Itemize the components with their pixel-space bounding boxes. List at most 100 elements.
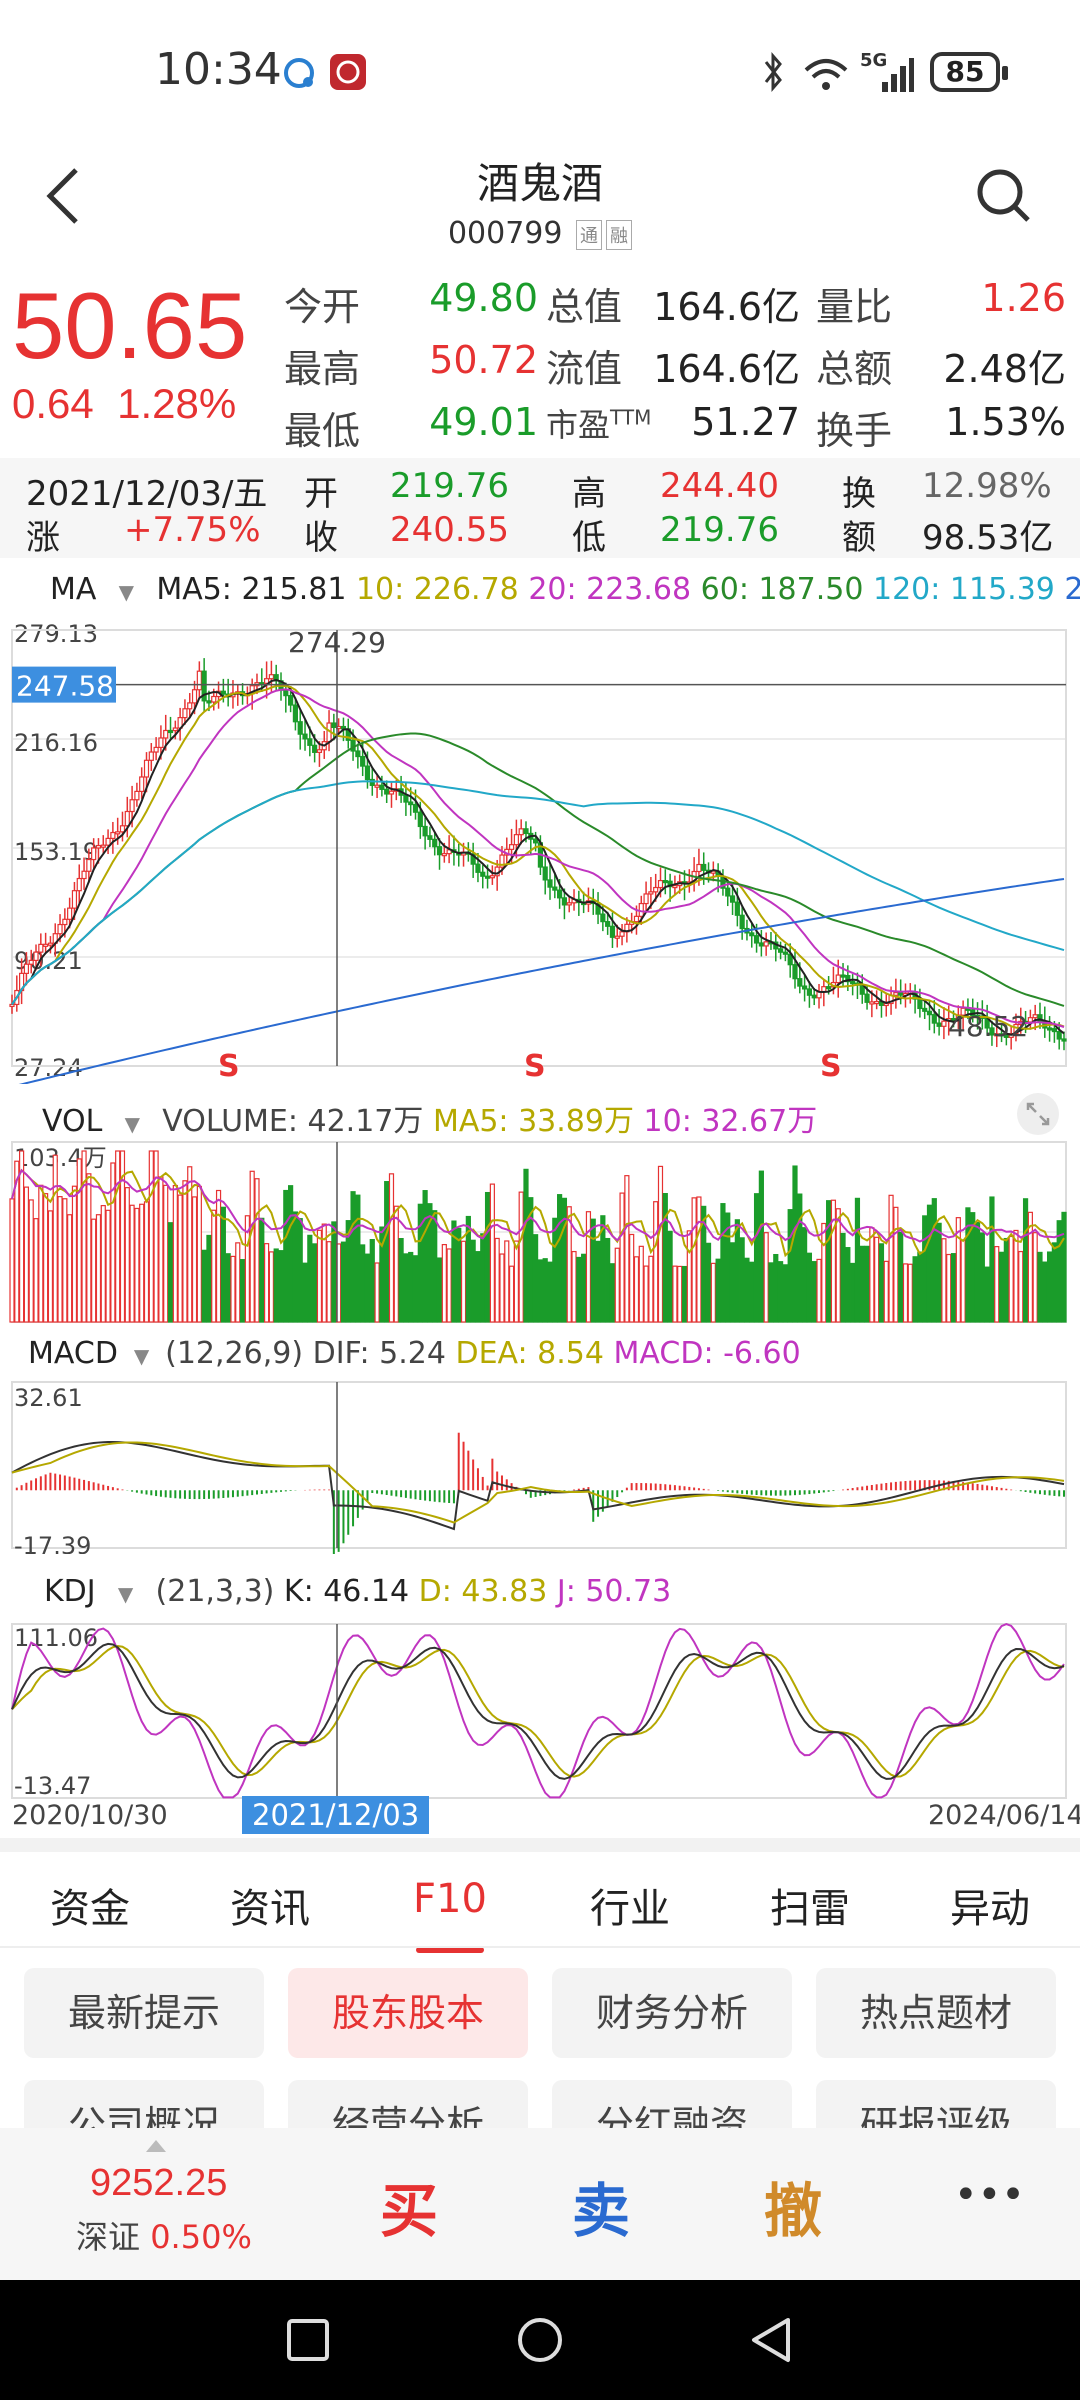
volume-bar xyxy=(81,1150,87,1323)
candle-body xyxy=(739,914,745,930)
candle-body xyxy=(67,907,73,920)
tab-f10[interactable]: F10 xyxy=(413,1876,487,1922)
f10-business-button[interactable]: 经营分析 xyxy=(288,2080,528,2128)
search-icon[interactable] xyxy=(974,166,1034,226)
f10-topics-button[interactable]: 热点题材 xyxy=(816,1968,1056,2058)
volume-bar xyxy=(734,1219,740,1323)
candle-body xyxy=(158,737,164,749)
candle-body xyxy=(542,866,548,881)
price-change-pct: 1.28% xyxy=(117,380,237,427)
candle-body xyxy=(163,729,169,739)
volume-bar xyxy=(153,1150,159,1323)
volume-bar xyxy=(994,1246,1000,1323)
candle-body xyxy=(364,765,371,781)
volume-bar xyxy=(715,1258,721,1323)
volume-bar xyxy=(182,1180,188,1323)
ma-panel-name: MA xyxy=(50,572,97,607)
candle-body xyxy=(869,1001,875,1005)
f10-shareholder-button[interactable]: 股东股本 xyxy=(288,1968,528,2058)
volume-bar xyxy=(57,1196,63,1323)
volume-bar xyxy=(446,1248,452,1323)
volume-bar xyxy=(936,1222,942,1323)
tab-hangye[interactable]: 行业 xyxy=(590,1886,670,1932)
volume-bar xyxy=(283,1189,289,1323)
volume-bar xyxy=(239,1259,246,1323)
buy-button[interactable]: 买 xyxy=(380,2177,439,2245)
stock-code: 000799 xyxy=(447,216,563,251)
candle-body xyxy=(893,992,899,996)
back-chevron-icon[interactable] xyxy=(36,160,96,230)
kdj-legend[interactable]: KDJ ▼ (21,3,3) K: 46.14 D: 43.83 J: 50.7… xyxy=(44,1574,672,1609)
history-strip: 2021/12/03/五 涨 +7.75% 开 219.76 收 240.55 … xyxy=(0,458,1080,558)
caret-up-icon[interactable] xyxy=(146,2138,166,2152)
f10-research-button[interactable]: 研报评级 xyxy=(816,2080,1056,2128)
home-icon[interactable] xyxy=(516,2316,564,2364)
volume-bar xyxy=(744,1257,750,1323)
candle-body xyxy=(989,1027,995,1036)
volume-bar xyxy=(384,1181,390,1323)
candle-body xyxy=(355,750,361,758)
volume-bar xyxy=(95,1214,102,1323)
volume-bar xyxy=(374,1262,380,1323)
sell-button[interactable]: 卖 xyxy=(572,2177,631,2245)
candle-body xyxy=(91,847,97,861)
candle-body xyxy=(821,986,827,993)
chart-frame xyxy=(11,1381,1067,1549)
volume-bar xyxy=(388,1173,395,1323)
candle-body xyxy=(28,959,34,965)
f10-company-button[interactable]: 公司概况 xyxy=(24,2080,264,2128)
candle-body xyxy=(614,935,620,939)
volume-bar xyxy=(432,1210,438,1323)
index-value[interactable]: 9252.25 xyxy=(90,2162,228,2204)
f10-dividend-button[interactable]: 分红融资 xyxy=(552,2080,792,2128)
recent-apps-icon[interactable] xyxy=(286,2318,330,2362)
tab-yidong[interactable]: 异动 xyxy=(950,1886,1030,1932)
volume-bar xyxy=(201,1249,207,1323)
macd-legend[interactable]: MACD ▼ (12,26,9) DIF: 5.24 DEA: 8.54 MAC… xyxy=(28,1336,801,1371)
volume-bar xyxy=(677,1265,683,1323)
volume-bar xyxy=(806,1252,813,1323)
cancel-order-button[interactable]: 撤 xyxy=(764,2177,823,2245)
quote-value: 2.48亿 xyxy=(943,347,1066,391)
volume-bar xyxy=(225,1253,231,1323)
volume-bar xyxy=(9,1198,15,1323)
dea-line xyxy=(11,1441,1065,1524)
volume-bar xyxy=(581,1253,587,1323)
candle-body xyxy=(302,733,308,740)
price-chart[interactable]: 279.13216.16153.1990.2127.24247.58274.29… xyxy=(0,616,1080,1084)
volume-bar xyxy=(379,1226,385,1323)
f10-finance-button[interactable]: 财务分析 xyxy=(552,1968,792,2058)
tab-saolei[interactable]: 扫雷 xyxy=(770,1886,850,1932)
volume-bar xyxy=(235,1242,241,1323)
vol-legend[interactable]: VOL ▼ VOLUME: 42.17万 MA5: 33.89万 10: 32.… xyxy=(42,1104,818,1139)
volume-bar xyxy=(883,1260,889,1323)
kdj-chart[interactable]: 111.06 -13.47 xyxy=(0,1622,1080,1802)
candle-body xyxy=(263,678,270,684)
candle-body xyxy=(696,863,702,873)
volume-bar xyxy=(196,1185,202,1323)
candle-body xyxy=(701,863,707,871)
ma-legend[interactable]: MA ▼ MA5: 215.81 10: 226.78 20: 223.68 6… xyxy=(50,572,1080,607)
volume-bar xyxy=(965,1207,971,1323)
peak-label: 274.29 xyxy=(288,626,386,659)
candle-body xyxy=(797,978,803,987)
tab-zijin[interactable]: 资金 xyxy=(50,1886,130,1932)
volume-bar xyxy=(38,1184,44,1323)
volume-chart[interactable]: 103.4万 xyxy=(0,1136,1080,1326)
candle-body xyxy=(403,794,409,803)
tab-zixun[interactable]: 资讯 xyxy=(230,1886,310,1932)
volume-bar xyxy=(191,1196,198,1323)
y-axis-label: -13.47 xyxy=(14,1772,91,1800)
ma60-value: 60: 187.50 xyxy=(700,572,864,607)
y-axis-label: 103.4万 xyxy=(14,1144,107,1172)
more-button[interactable]: ••• xyxy=(954,2172,1025,2218)
macd-chart[interactable]: 32.61 -17.39 xyxy=(0,1378,1080,1554)
candle-body xyxy=(648,891,654,895)
vol-ma5-value: MA5: 33.89万 xyxy=(432,1104,634,1139)
quote-value: 164.6亿 xyxy=(653,347,800,391)
f10-latest-button[interactable]: 最新提示 xyxy=(24,1968,264,2058)
back-nav-icon[interactable] xyxy=(748,2316,794,2364)
volume-bar xyxy=(720,1203,726,1323)
fullscreen-icon[interactable] xyxy=(1016,1092,1060,1136)
index-name-row[interactable]: 深证 0.50% xyxy=(76,2212,252,2258)
